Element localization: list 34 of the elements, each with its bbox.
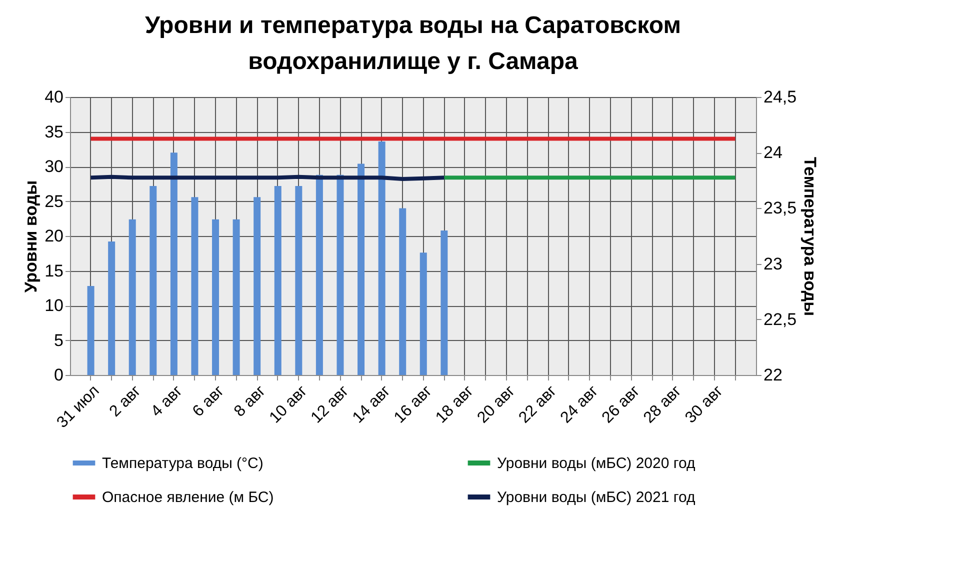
x-tick-label: 14 авг bbox=[350, 382, 394, 427]
x-tick-label: 31 июл bbox=[54, 382, 103, 432]
legend-label: Уровни воды (мБС) 2020 год bbox=[497, 455, 696, 472]
y-tick-label: 20 bbox=[44, 226, 64, 246]
y2-tick-label: 24 bbox=[764, 143, 782, 162]
y-tick-label: 0 bbox=[54, 366, 64, 384]
legend-label: Температура воды (°C) bbox=[102, 455, 264, 472]
y-tick-label: 35 bbox=[44, 122, 64, 142]
x-tick-label: 2 авг bbox=[106, 382, 144, 420]
y2-tick-label: 22,5 bbox=[764, 310, 797, 329]
x-tick-label: 24 авг bbox=[558, 382, 602, 427]
x-tick-label: 8 авг bbox=[231, 382, 270, 420]
y-tick-label: 5 bbox=[54, 330, 64, 350]
x-tick-label: 26 авг bbox=[599, 382, 644, 427]
legend-label: Уровни воды (мБС) 2021 год bbox=[497, 489, 696, 506]
x-tick-label: 6 авг bbox=[190, 382, 228, 420]
y-axis-title: Уровни воды bbox=[22, 180, 41, 293]
legend-label: Опасное явление (м БС) bbox=[102, 489, 274, 506]
y2-tick-label: 23 bbox=[764, 254, 782, 274]
y-tick-label: 25 bbox=[44, 192, 64, 211]
y2-tick-label: 24,5 bbox=[764, 88, 797, 106]
y-tick-label: 10 bbox=[44, 296, 64, 315]
y2-tick-label: 23,5 bbox=[764, 198, 797, 218]
y-tick-label: 30 bbox=[44, 157, 64, 176]
x-tick-label: 10 авг bbox=[266, 382, 311, 427]
chart-title: Уровни и температура воды на Саратовском водохранилище у г. Самара bbox=[145, 12, 681, 75]
y-tick-label: 40 bbox=[44, 88, 64, 106]
x-tick-label: 12 авг bbox=[308, 382, 352, 427]
y2-tick-label: 22 bbox=[764, 366, 782, 384]
y-tick-label: 15 bbox=[44, 261, 64, 280]
x-tick-label: 30 авг bbox=[682, 382, 727, 427]
x-tick-label: 4 авг bbox=[148, 382, 186, 420]
x-tick-label: 28 авг bbox=[640, 382, 685, 427]
y2-axis-title: Температура воды bbox=[800, 156, 820, 316]
